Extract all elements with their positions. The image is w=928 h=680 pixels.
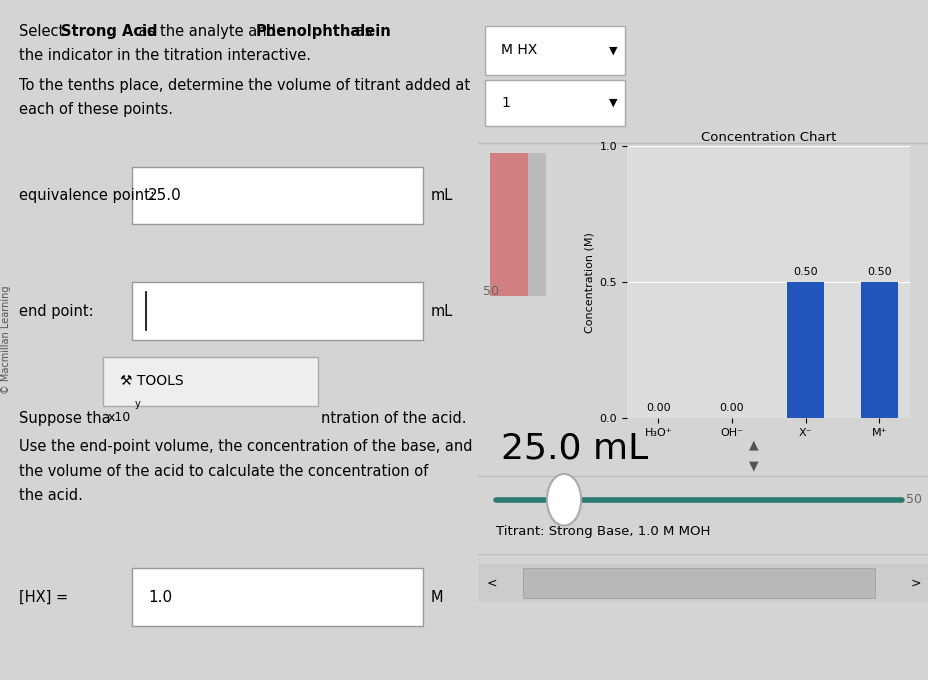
Text: 0.00: 0.00	[719, 403, 743, 413]
Text: mL: mL	[430, 188, 452, 203]
Text: © Macmillan Learning: © Macmillan Learning	[1, 286, 11, 394]
Text: ⚒ TOOLS: ⚒ TOOLS	[120, 375, 183, 388]
Text: >: >	[909, 577, 920, 590]
Text: end point:: end point:	[19, 304, 94, 319]
Text: ▼: ▼	[609, 46, 617, 55]
Text: 50: 50	[483, 284, 498, 298]
Text: 25.0 mL: 25.0 mL	[500, 432, 648, 466]
Text: 1.0: 1.0	[148, 590, 173, 605]
FancyBboxPatch shape	[132, 568, 423, 626]
Text: [HX] =: [HX] =	[19, 590, 68, 605]
Y-axis label: Concentration (M): Concentration (M)	[584, 232, 594, 333]
Text: M HX: M HX	[500, 44, 536, 57]
Text: 0.00: 0.00	[645, 403, 670, 413]
Text: each of these points.: each of these points.	[19, 102, 173, 117]
Text: Use the end-point volume, the concentration of the base, and: Use the end-point volume, the concentrat…	[19, 439, 472, 454]
FancyBboxPatch shape	[478, 564, 928, 602]
FancyBboxPatch shape	[132, 167, 423, 224]
Text: mL: mL	[430, 304, 452, 319]
Text: ▼: ▼	[609, 98, 617, 107]
Bar	[786, 282, 823, 418]
Text: Select: Select	[19, 24, 69, 39]
Text: y: y	[135, 399, 140, 409]
Text: 0.50: 0.50	[866, 267, 891, 277]
Text: ▼: ▼	[748, 459, 757, 472]
Text: equivalence point:: equivalence point:	[19, 188, 155, 203]
Text: as the analyte and: as the analyte and	[134, 24, 280, 39]
Text: Suppose tha: Suppose tha	[19, 411, 110, 426]
Circle shape	[547, 474, 581, 526]
Text: as: as	[350, 24, 372, 39]
FancyBboxPatch shape	[484, 80, 625, 126]
Text: 0.50: 0.50	[793, 267, 817, 277]
FancyBboxPatch shape	[103, 357, 317, 406]
Text: ntration of the acid.: ntration of the acid.	[320, 411, 466, 426]
Text: Strong Acid: Strong Acid	[61, 24, 158, 39]
Text: Phenolphthalein: Phenolphthalein	[256, 24, 392, 39]
FancyBboxPatch shape	[489, 153, 527, 296]
FancyBboxPatch shape	[523, 568, 874, 598]
Text: Titrant: Strong Base, 1.0 M MOH: Titrant: Strong Base, 1.0 M MOH	[496, 525, 710, 538]
FancyBboxPatch shape	[132, 282, 423, 340]
Title: Concentration Chart: Concentration Chart	[701, 131, 835, 143]
Text: the volume of the acid to calculate the concentration of: the volume of the acid to calculate the …	[19, 464, 428, 479]
Text: the acid.: the acid.	[19, 488, 83, 503]
Text: 1: 1	[500, 96, 509, 109]
Text: M: M	[430, 590, 443, 605]
FancyBboxPatch shape	[527, 153, 546, 296]
Text: 50: 50	[906, 493, 922, 507]
Bar	[860, 282, 896, 418]
FancyBboxPatch shape	[484, 26, 625, 75]
Text: the indicator in the titration interactive.: the indicator in the titration interacti…	[19, 48, 311, 63]
Text: To the tenths place, determine the volume of titrant added at: To the tenths place, determine the volum…	[19, 78, 470, 93]
Text: x10: x10	[108, 411, 131, 424]
Text: 25.0: 25.0	[148, 188, 182, 203]
Text: <: <	[486, 577, 496, 590]
Text: ▲: ▲	[748, 439, 757, 452]
